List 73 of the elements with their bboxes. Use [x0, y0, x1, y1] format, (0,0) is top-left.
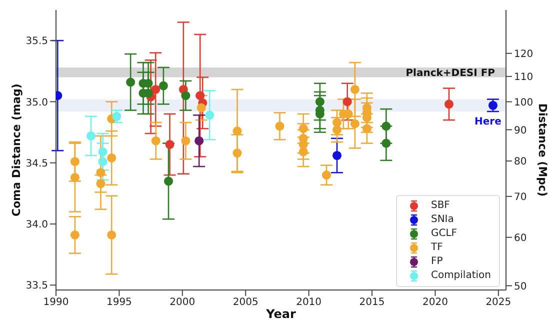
point: [158, 81, 168, 90]
y-tick-label: 34.5: [26, 158, 48, 170]
point: [232, 148, 242, 158]
point: [332, 150, 342, 160]
x-tick-label: 1995: [106, 297, 132, 308]
y2-tick-label: 120: [514, 48, 534, 60]
point: [96, 168, 106, 178]
point: [342, 97, 352, 106]
point: [488, 100, 498, 110]
legend-label: SBF: [430, 199, 450, 213]
point: [181, 136, 190, 146]
y-axis-title: Coma Distance (mag): [10, 84, 23, 216]
point: [275, 122, 284, 131]
point: [70, 157, 80, 166]
y2-tick-label: 60: [514, 232, 527, 244]
point: [298, 147, 308, 156]
point: [196, 91, 205, 100]
y2-tick-label: 50: [514, 281, 527, 292]
point: [70, 230, 80, 240]
y-tick-label: 34.0: [26, 220, 48, 231]
point: [112, 112, 122, 121]
point: [362, 124, 372, 134]
y2-axis-title: Distance (Mpc): [536, 103, 550, 197]
point: [382, 138, 391, 148]
point: [322, 170, 332, 180]
x-tick-label: 1990: [43, 297, 69, 308]
point: [151, 84, 160, 94]
x-tick-label: 2000: [170, 297, 196, 308]
legend-label: SNIa: [430, 213, 454, 227]
point: [107, 153, 116, 162]
point: [298, 124, 308, 134]
y2-tick-label: 70: [514, 192, 527, 203]
legend-label: FP: [430, 255, 443, 269]
annotation: Here: [474, 116, 502, 128]
y-tick-label: 35.0: [26, 97, 48, 108]
y2-tick-label: 100: [514, 97, 534, 108]
x-tick-label: 2015: [359, 297, 385, 308]
point: [315, 97, 324, 106]
point: [205, 110, 214, 120]
y-tick-label: 35.5: [26, 36, 48, 48]
band-label: Planck+DESI FP: [406, 68, 495, 79]
point: [350, 119, 360, 128]
point: [86, 131, 96, 140]
point: [382, 122, 391, 131]
point: [96, 179, 106, 188]
point: [165, 140, 174, 150]
legend-label: Compilation: [430, 269, 491, 283]
point: [98, 147, 108, 156]
y2-tick-label: 90: [514, 125, 527, 136]
point: [350, 84, 360, 94]
x-axis-title: Year: [265, 307, 296, 321]
point: [70, 173, 80, 182]
point: [164, 176, 174, 186]
point: [332, 125, 342, 134]
point: [194, 136, 204, 146]
x-tick-label: 2020: [422, 297, 448, 308]
point: [196, 103, 206, 112]
point: [107, 230, 116, 240]
point: [151, 136, 160, 146]
x-tick-label: 2025: [486, 297, 512, 308]
point: [232, 126, 242, 136]
y-tick-label: 33.5: [26, 280, 48, 292]
point: [181, 91, 190, 100]
point: [332, 118, 342, 127]
point: [98, 157, 108, 166]
point: [126, 78, 136, 87]
point: [444, 100, 454, 109]
x-tick-label: 2005: [232, 297, 258, 308]
legend-label: TF: [430, 241, 443, 255]
x-tick-label: 2010: [296, 297, 322, 308]
legend-label: GCLF: [430, 227, 458, 241]
y2-tick-label: 80: [514, 156, 527, 168]
y2-tick-label: 110: [514, 72, 534, 84]
